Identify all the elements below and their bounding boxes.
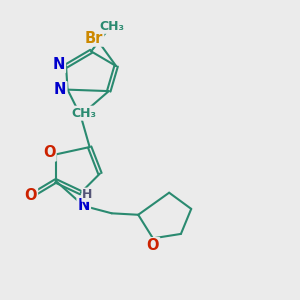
Text: H: H [82, 188, 92, 201]
Text: O: O [147, 238, 159, 253]
Text: O: O [43, 146, 56, 160]
Text: CH₃: CH₃ [71, 107, 96, 120]
Text: N: N [54, 82, 66, 97]
Text: N: N [78, 198, 90, 213]
Text: CH₃: CH₃ [99, 20, 124, 33]
Text: O: O [25, 188, 37, 203]
Text: Br: Br [85, 31, 103, 46]
Text: N: N [52, 57, 65, 72]
